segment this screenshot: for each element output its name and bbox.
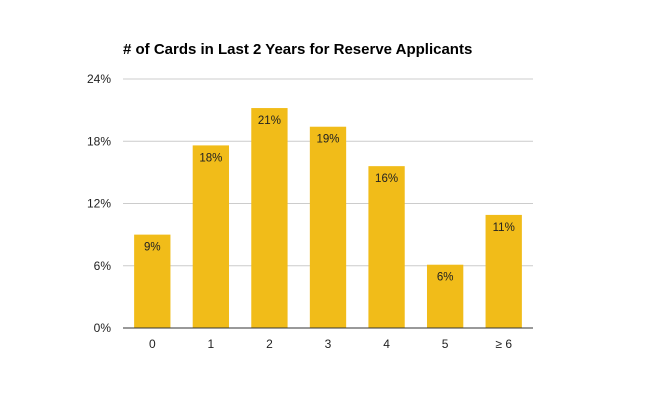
bars — [134, 108, 522, 328]
bar — [426, 264, 464, 328]
y-tick-label: 6% — [94, 259, 112, 273]
bar — [368, 166, 405, 328]
bar — [192, 145, 230, 328]
bar — [251, 108, 288, 328]
x-tick-label: 0 — [149, 337, 156, 351]
y-tick-label: 12% — [87, 197, 111, 211]
data-label: 18% — [199, 152, 222, 164]
y-tick-label: 18% — [87, 134, 111, 148]
x-tick-label: 2 — [266, 337, 273, 351]
x-tick-label: 5 — [442, 337, 449, 351]
x-tick-label: 4 — [383, 337, 390, 351]
data-labels: 9% 18% 21% 19% 16% 6% 11% — [144, 115, 515, 284]
data-label: 21% — [258, 115, 281, 127]
chart-title: # of Cards in Last 2 Years for Reserve A… — [123, 41, 472, 58]
y-tick-label: 24% — [87, 72, 111, 86]
axes: 0% 6% 12% 18% 24% 0 1 2 3 4 5 ≥ 6 — [87, 72, 533, 351]
bar — [134, 234, 171, 328]
x-tick-label: ≥ 6 — [495, 337, 512, 351]
bar — [309, 126, 347, 328]
data-label: 9% — [144, 242, 161, 254]
bar — [485, 214, 522, 328]
data-label: 6% — [437, 272, 454, 284]
x-tick-label: 3 — [325, 337, 332, 351]
y-tick-label: 0% — [94, 321, 112, 335]
data-label: 16% — [375, 173, 398, 185]
x-tick-label: 1 — [208, 337, 215, 351]
data-label: 11% — [493, 222, 515, 234]
data-label: 19% — [316, 134, 339, 146]
